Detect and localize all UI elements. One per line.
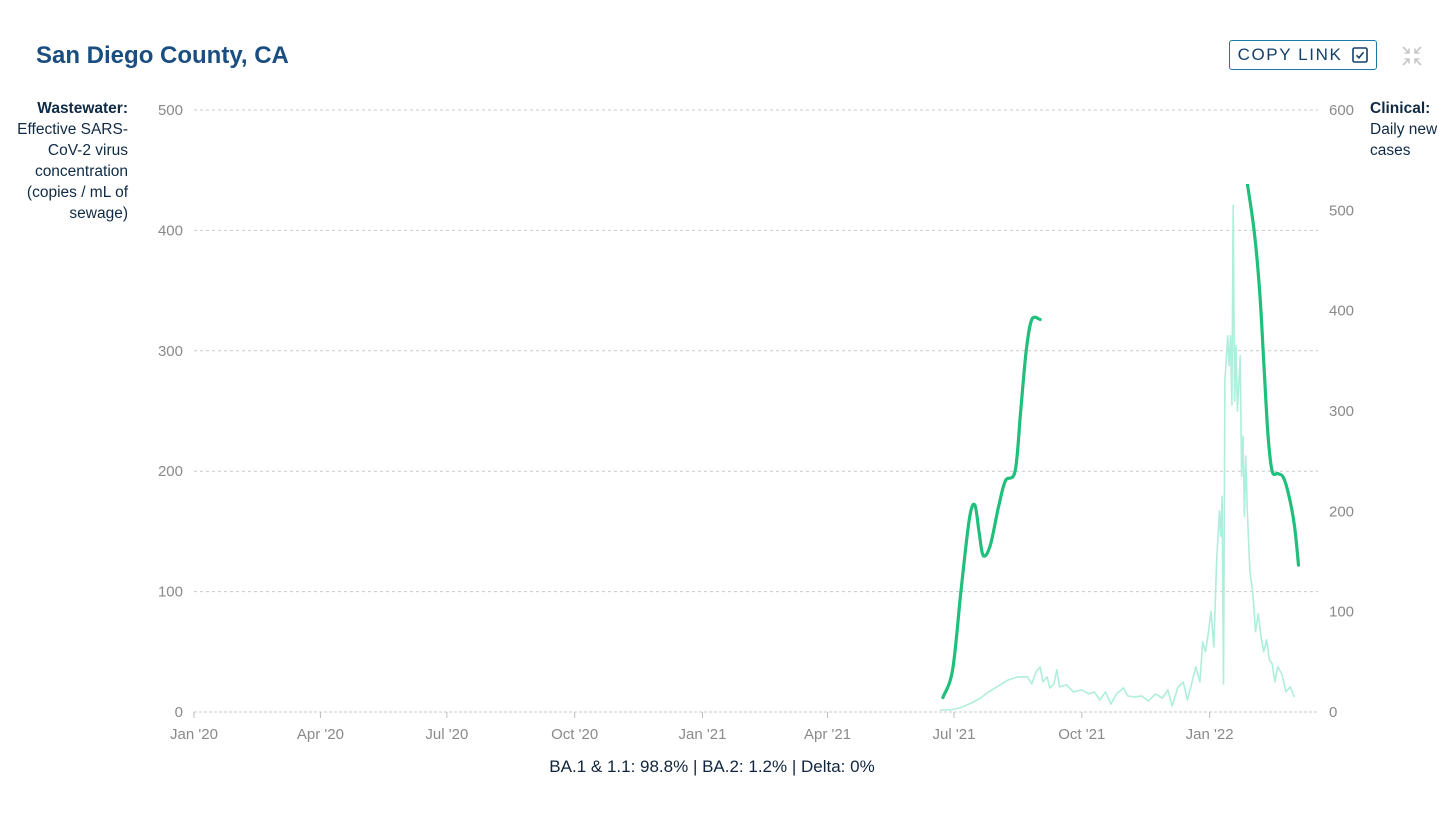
right-axis-title: Clinical: Daily new cases [1370,98,1450,161]
x-tick-label: Jan '21 [679,726,727,743]
x-tick-label: Jul '20 [425,726,468,743]
checkbox-icon [1352,47,1369,63]
y-right-tick-label: 200 [1329,503,1354,520]
wastewater-line [1245,184,1301,567]
y-left-tick-label: 100 [158,584,183,601]
y-left-tick-label: 200 [158,463,183,480]
page-title: San Diego County, CA [36,42,289,69]
y-right-tick-label: 600 [1329,102,1354,119]
y-right-tick-label: 0 [1329,704,1337,721]
right-axis-title-text: Daily new cases [1370,121,1438,159]
left-axis-title: Wastewater: Effective SARS-CoV-2 virus c… [8,98,128,224]
x-tick-label: Apr '21 [804,726,851,743]
left-axis-title-text: Effective SARS-CoV-2 virus concentration… [17,121,128,222]
clinical-cases-line [940,204,1296,711]
x-tick-label: Apr '20 [297,726,344,743]
copy-link-label: COPY LINK [1237,45,1343,64]
y-left-tick-label: 300 [158,343,183,360]
y-left-tick-label: 400 [158,222,183,239]
y-right-tick-label: 400 [1329,303,1354,320]
y-left-tick-label: 500 [158,102,183,119]
x-tick-label: Jan '20 [170,726,218,743]
y-right-tick-label: 300 [1329,403,1354,420]
x-tick-label: Oct '20 [551,726,598,743]
y-left-tick-label: 0 [175,704,183,721]
y-right-tick-label: 100 [1329,604,1354,621]
copy-link-button[interactable]: COPY LINK [1229,40,1377,70]
right-axis-title-bold: Clinical: [1370,100,1431,117]
collapse-icon[interactable] [1401,45,1423,67]
variant-summary: BA.1 & 1.1: 98.8% | BA.2: 1.2% | Delta: … [549,757,875,776]
wastewater-line [941,315,1042,700]
x-tick-label: Jul '21 [933,726,976,743]
left-axis-title-bold: Wastewater: [37,100,128,117]
x-tick-label: Jan '22 [1186,726,1234,743]
y-right-tick-label: 500 [1329,202,1354,219]
x-tick-label: Oct '21 [1058,726,1105,743]
